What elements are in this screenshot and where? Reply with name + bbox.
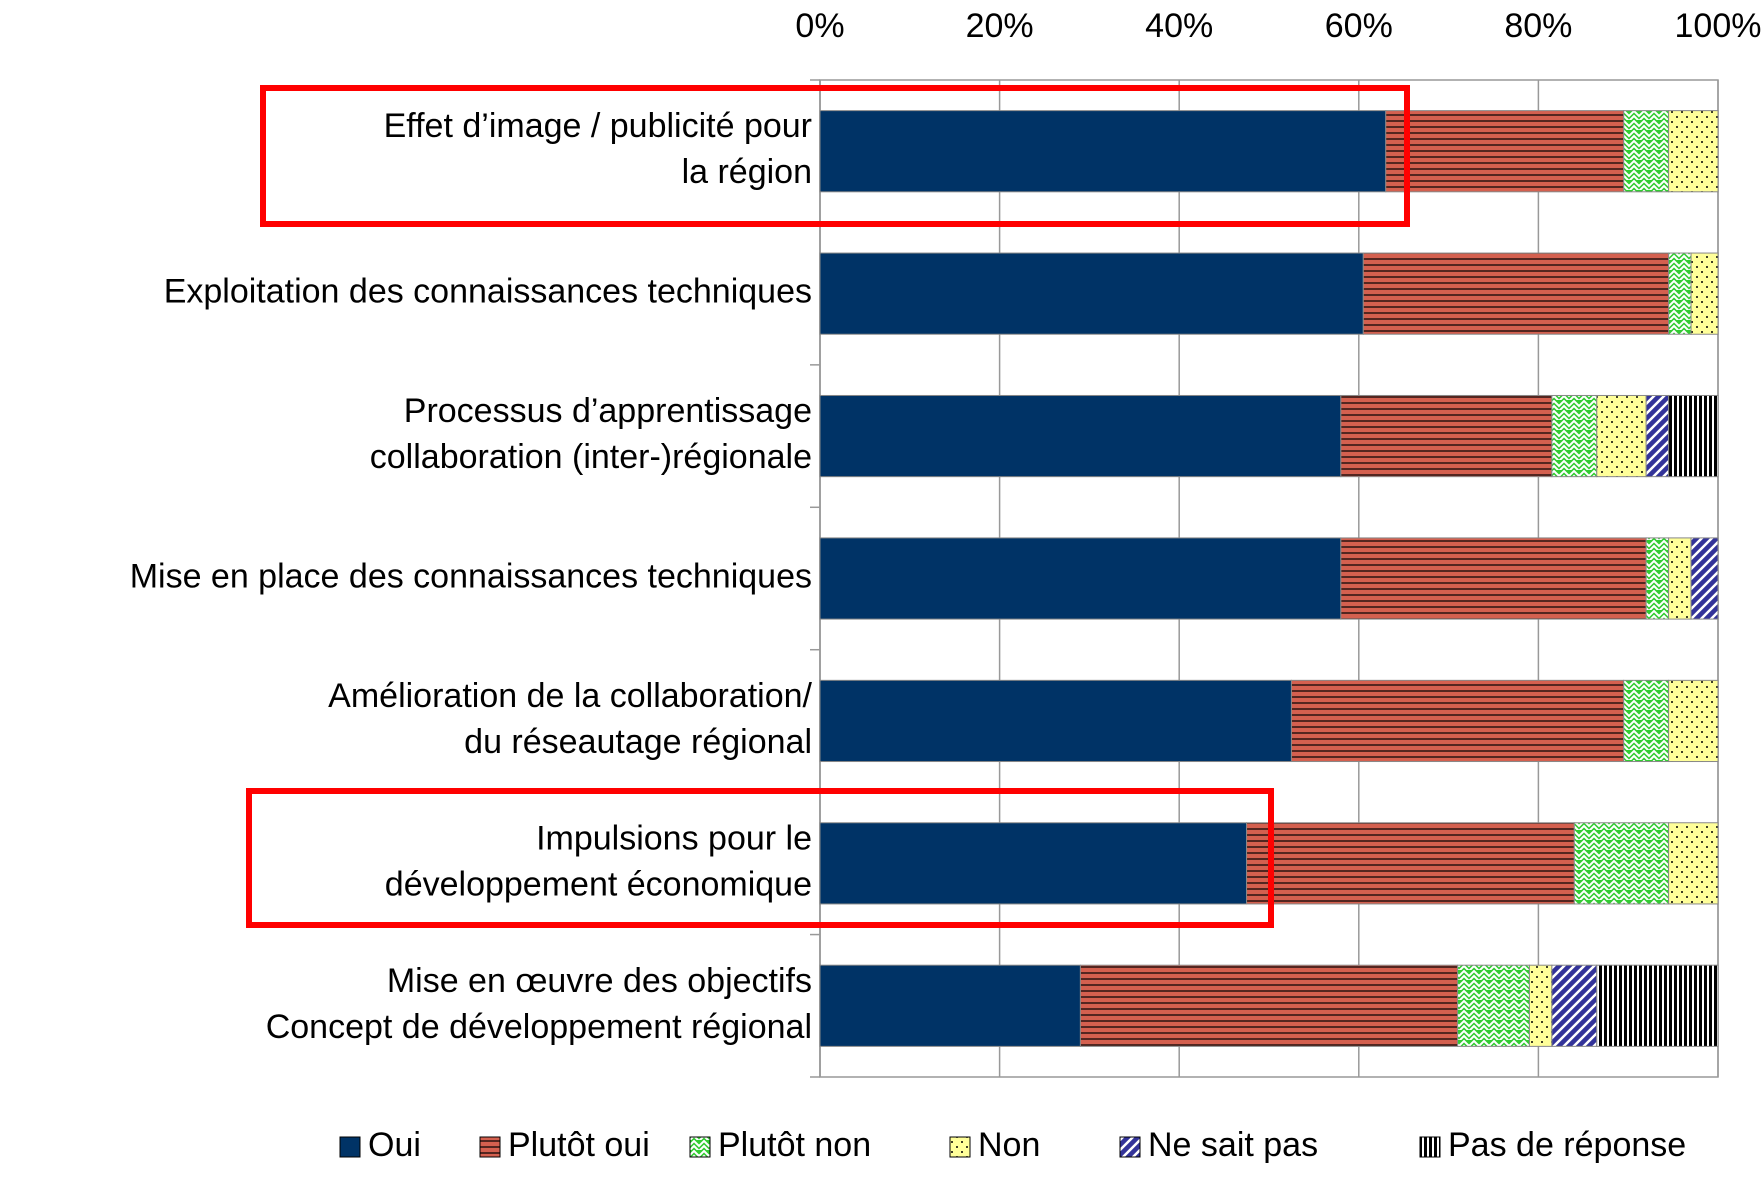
bar-segment	[1551, 964, 1598, 1047]
x-tick-label: 20%	[966, 7, 1034, 45]
bar-segment	[1668, 110, 1719, 193]
bar-segment	[819, 679, 1292, 763]
bar-segment	[1246, 822, 1575, 905]
bar-segment	[819, 252, 1364, 335]
legend-label: Non	[978, 1126, 1040, 1164]
bar-segment	[1079, 964, 1459, 1047]
legend-swatch	[689, 1136, 711, 1158]
bar-segment	[1385, 110, 1625, 193]
bar-segment	[1668, 822, 1719, 905]
y-tick-label: Amélioration de la collaboration/du rése…	[328, 677, 812, 761]
bar-segment	[1362, 252, 1670, 335]
bar-segment	[1668, 394, 1719, 478]
legend-label: Plutôt non	[718, 1126, 871, 1164]
bar-segment	[1668, 252, 1692, 335]
bar-segment	[1623, 110, 1670, 193]
bar-segment	[1340, 537, 1647, 620]
bar-segment	[1690, 252, 1719, 335]
bar-segment	[1645, 537, 1670, 620]
bar-segment	[819, 964, 1081, 1047]
bar-segment	[1551, 394, 1598, 478]
legend-swatch	[1119, 1136, 1141, 1158]
y-tick-label: Effet d’image / publicité pour la région	[384, 107, 812, 191]
legend-label: Oui	[368, 1126, 421, 1164]
legend-label: Ne sait pas	[1148, 1126, 1318, 1164]
legend-swatch	[949, 1136, 971, 1158]
bar-segment	[1668, 679, 1719, 763]
bar-segment	[1457, 964, 1530, 1047]
legend-swatch	[339, 1136, 361, 1158]
bar-segment	[1340, 394, 1553, 478]
bar-segment	[1668, 537, 1692, 620]
x-tick-label: 60%	[1325, 7, 1393, 45]
legend-label: Pas de réponse	[1448, 1126, 1686, 1164]
x-tick-label: 100%	[1675, 7, 1762, 45]
bar-segment	[1645, 394, 1670, 478]
x-tick-label: 0%	[795, 7, 844, 45]
y-tick-label: Processus d’apprentissage collaboration (…	[370, 392, 812, 476]
bar-segment	[1690, 537, 1719, 620]
legend-label: Plutôt oui	[508, 1126, 650, 1164]
bar-segment	[1596, 964, 1719, 1047]
y-tick-label: Exploitation des connaissances technique…	[164, 273, 812, 311]
bar-segment	[819, 110, 1387, 193]
bar-segment	[1290, 679, 1625, 763]
bar-segment	[1573, 822, 1670, 905]
x-tick-label: 40%	[1145, 7, 1213, 45]
bar-segment	[1623, 679, 1670, 763]
bar-segment	[819, 394, 1342, 478]
y-tick-label: Impulsions pour le développement économiq…	[385, 819, 812, 903]
x-tick-label: 80%	[1504, 7, 1572, 45]
bar-segment	[819, 537, 1342, 620]
legend-swatch	[1419, 1136, 1441, 1158]
highlight-box	[246, 788, 1274, 928]
bar-segment	[1596, 394, 1647, 478]
y-tick-label: Mise en place des connaissances techniqu…	[130, 557, 812, 595]
bar-segment	[1528, 964, 1553, 1047]
bar-segment	[819, 822, 1248, 905]
y-tick-label: Mise en œuvre des objectifs Concept de dé…	[266, 962, 812, 1046]
highlight-box	[260, 85, 1410, 227]
legend-swatch	[479, 1136, 501, 1158]
